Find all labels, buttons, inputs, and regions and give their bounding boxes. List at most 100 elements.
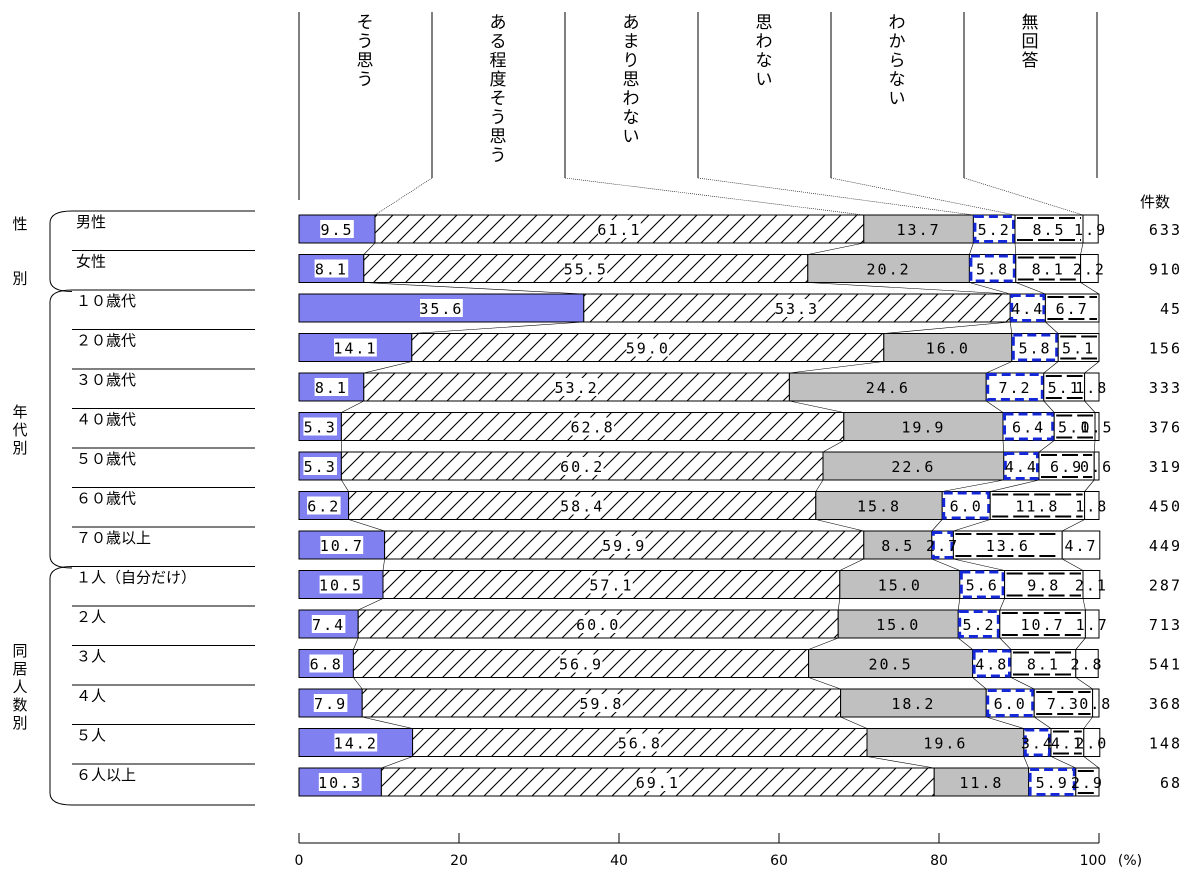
series-header-label: わ: [756, 32, 773, 52]
data-label: 59.0: [626, 340, 670, 358]
connector-line: [1080, 282, 1100, 295]
bar-segment-5: [1082, 214, 1099, 244]
count-value: 68: [1160, 774, 1182, 792]
data-label-bg: [320, 220, 354, 238]
data-label: 13.7: [897, 221, 941, 239]
bar-segment-3-dash: [931, 531, 954, 559]
data-label: 56.9: [559, 656, 603, 674]
data-label-bg: [618, 733, 662, 752]
connector-line: [1062, 558, 1084, 571]
connector-line: [969, 242, 974, 255]
data-label: 4.7: [1064, 537, 1097, 555]
connector-line: [341, 479, 349, 492]
connector-line: [363, 242, 376, 255]
data-label-bg: [303, 417, 337, 436]
connector-line: [381, 756, 413, 769]
data-label-bg: [960, 773, 1003, 791]
bar-segment-5: [1082, 570, 1101, 599]
bar-segment-5: [1084, 609, 1100, 639]
series-header-label: 答: [1022, 51, 1039, 71]
data-label-bg: [857, 496, 901, 515]
category-label: １人（自分だけ）: [76, 569, 196, 587]
bar-segment-4: [1010, 649, 1077, 678]
data-label: 9.8: [1027, 577, 1060, 595]
connector-line: [789, 361, 884, 374]
data-label-bg: [892, 457, 935, 475]
category-label: ４０歳代: [76, 411, 136, 429]
connector-line: [789, 400, 844, 413]
connector-line: [1084, 400, 1096, 413]
connector-line: [808, 677, 841, 690]
data-label: 14.2: [334, 735, 378, 753]
count-value: 156: [1149, 340, 1182, 358]
count-value: 376: [1149, 419, 1182, 437]
series-header-label: 度: [490, 70, 507, 90]
data-label: 8.1: [315, 379, 348, 397]
series-header-label: う: [357, 32, 374, 52]
data-label: 7.9: [314, 695, 347, 713]
data-label: 0.8: [1079, 695, 1112, 713]
connector-line: [1002, 440, 1005, 453]
data-label-bg: [590, 575, 633, 594]
series-header-label: い: [889, 89, 906, 109]
bar-segment-3-dash: [986, 373, 1044, 401]
bar-segment-3-dash: [942, 491, 991, 520]
connector-line: [986, 361, 1012, 374]
connector-line: [866, 756, 935, 769]
connector-line: [986, 400, 1004, 413]
series-header-label: な: [889, 70, 906, 90]
data-label: 8.1: [1027, 656, 1060, 674]
count-value: 319: [1149, 458, 1182, 476]
data-label: 20.5: [869, 656, 913, 674]
connector-line: [815, 519, 864, 532]
category-label: ６人以上: [76, 766, 136, 784]
series-header-label: 思: [623, 70, 640, 90]
series-header-label: あ: [623, 13, 640, 33]
connector-line: [1043, 400, 1055, 413]
header-leader-line: [564, 177, 864, 216]
data-label-bg: [314, 378, 349, 396]
bar-segment-3-dash: [986, 689, 1035, 717]
group-bracket: [49, 289, 73, 569]
data-label-bg: [314, 259, 349, 278]
bar-segment-4: [999, 609, 1086, 639]
data-label-bg: [602, 536, 646, 554]
count-value: 713: [1149, 616, 1182, 634]
category-label: 男性: [76, 213, 106, 231]
connector-line: [1015, 282, 1046, 295]
data-label: 5.1: [1048, 379, 1081, 397]
data-label: 9.5: [320, 221, 353, 239]
group-label: 別: [12, 714, 27, 732]
connector-line: [972, 677, 987, 690]
series-header-label: そ: [490, 89, 507, 109]
data-label: 53.2: [555, 379, 599, 397]
data-label: 8.1: [315, 261, 348, 279]
series-header-label: う: [357, 70, 374, 90]
data-label: 1.9: [1074, 221, 1107, 239]
series-header-label: ら: [889, 51, 906, 71]
x-tick-label: 80: [930, 853, 948, 869]
data-label-bg: [926, 338, 970, 357]
data-label: 11.8: [1015, 498, 1059, 516]
bar-segment-3-dash: [973, 215, 1016, 243]
data-label-bg: [334, 733, 378, 752]
connector-line: [363, 282, 584, 295]
bar-segment-4: [1043, 372, 1086, 402]
group-label: 年: [12, 403, 27, 421]
count-value: 148: [1149, 735, 1182, 753]
header-leader-line: [697, 177, 974, 216]
count-value: 333: [1149, 379, 1182, 397]
connector-line: [953, 558, 1005, 571]
bar-segment-3-dash: [1023, 728, 1052, 757]
bar-segment-3-dash: [972, 649, 1011, 678]
data-label: 2.8: [1070, 656, 1103, 674]
bar-segment-3-dash: [1028, 768, 1076, 796]
data-label-bg: [881, 536, 915, 554]
connector-line: [358, 598, 384, 611]
data-label: 60.2: [560, 458, 604, 476]
series-header-label: 思: [756, 13, 773, 33]
bar-segment-4: [989, 491, 1086, 520]
bar-segment-5: [1093, 451, 1100, 481]
data-label-bg: [869, 654, 912, 673]
header-leader-line: [830, 177, 1016, 216]
